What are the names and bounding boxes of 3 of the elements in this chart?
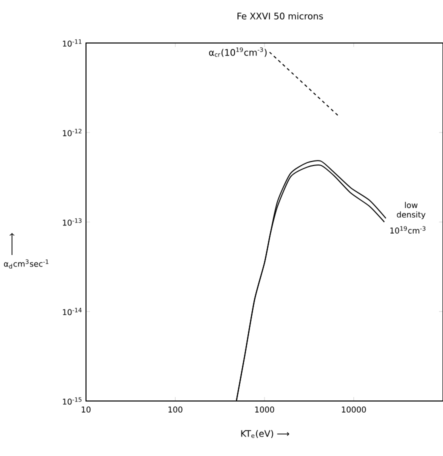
series-label: α$_{cr}$(10$^{19}$cm$^{-3}$) (209, 47, 267, 57)
x-axis-title: KT$_{e}$(eV) ⟶ (241, 430, 290, 438)
chart-title: Fe XXVI 50 microns (238, 12, 323, 20)
